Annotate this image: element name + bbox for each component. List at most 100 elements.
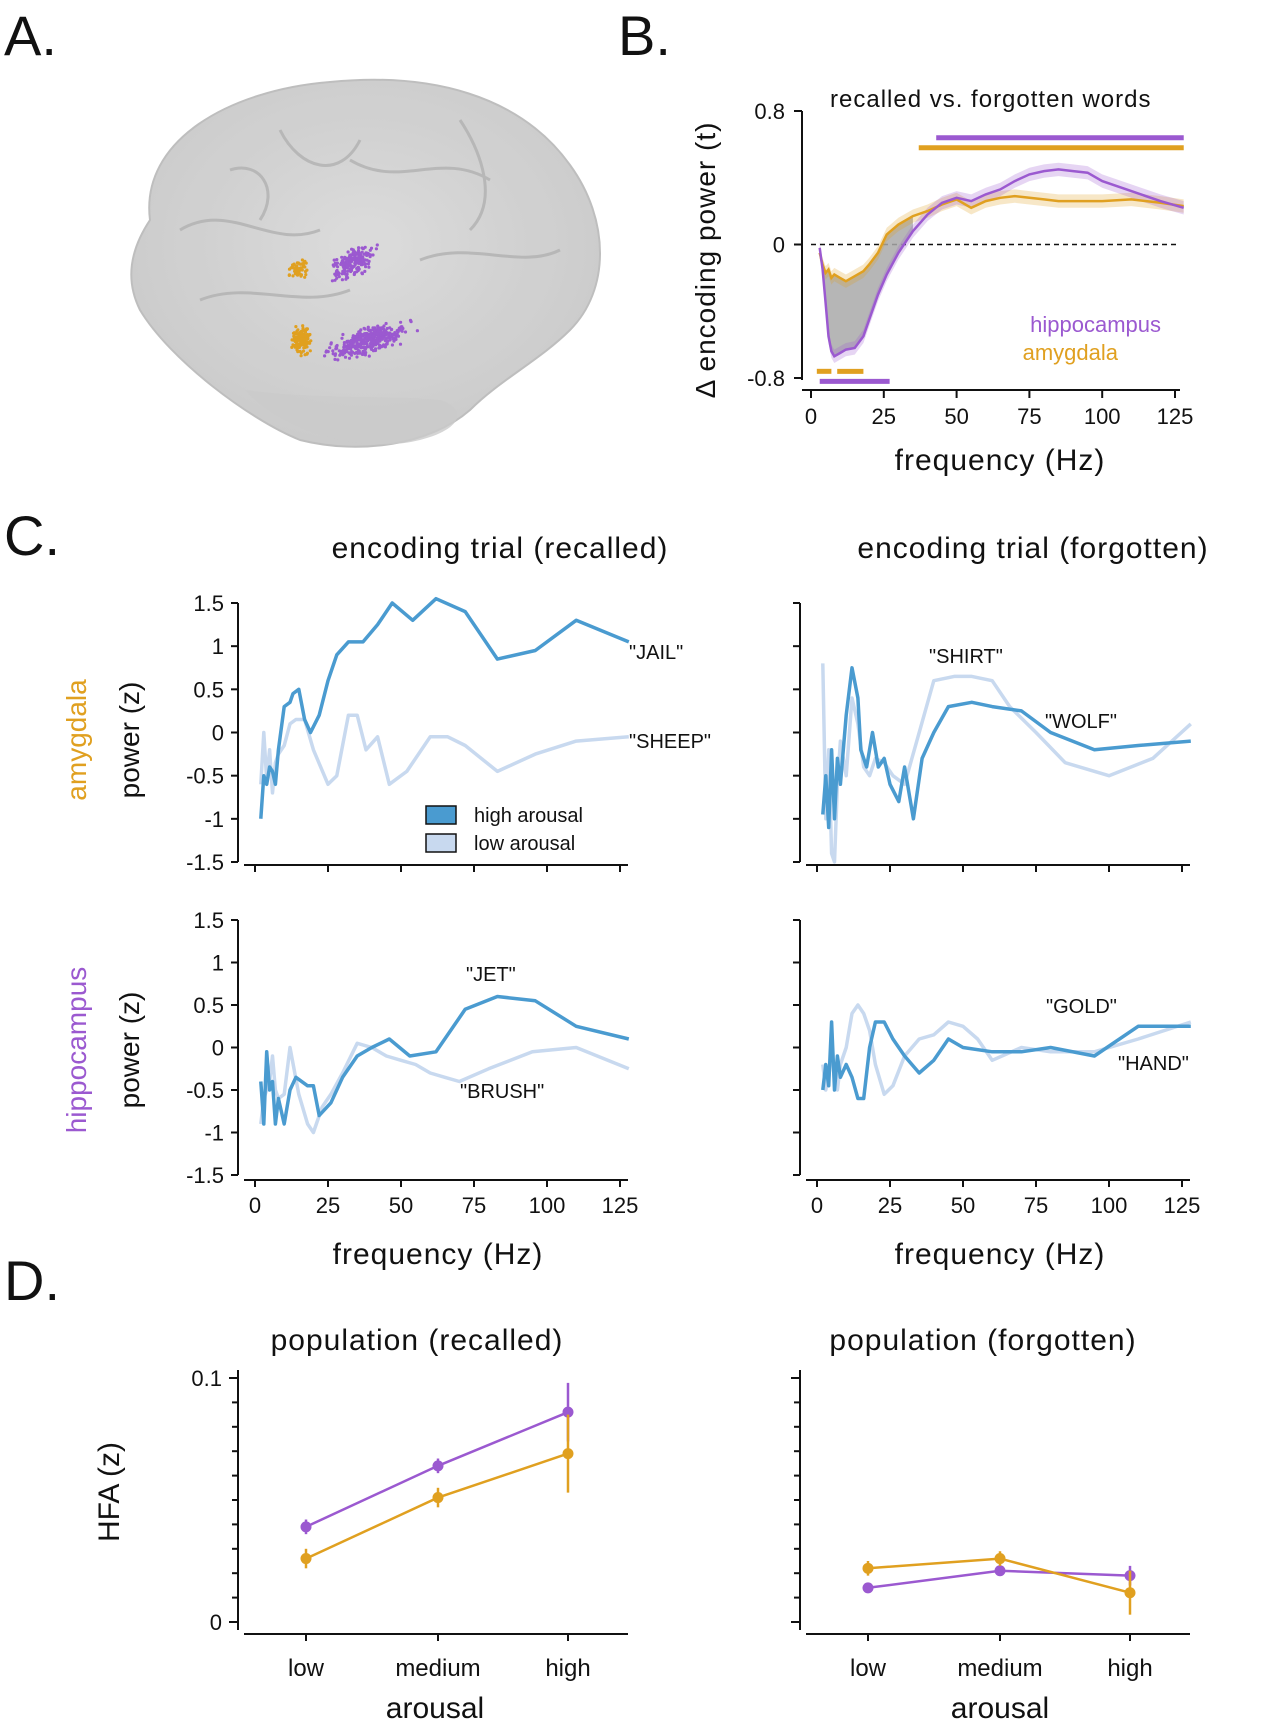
- electrode-dot: [386, 336, 390, 340]
- electrode-dot: [293, 345, 297, 349]
- electrode-dot: [348, 261, 352, 265]
- electrode-dot: [291, 274, 295, 278]
- electrode-dot: [335, 258, 339, 262]
- panel-c-x-tick-label: 75: [1024, 1193, 1048, 1218]
- electrode-dot: [409, 320, 413, 324]
- electrode-dot: [299, 266, 303, 270]
- electrode-dot: [357, 258, 361, 262]
- electrode-dot: [341, 261, 345, 265]
- electrode-dot: [346, 250, 350, 254]
- legend-swatch-high: [425, 805, 457, 825]
- electrode-dot: [415, 329, 419, 333]
- electrode-dot: [367, 328, 371, 333]
- electrode-dot: [306, 336, 310, 340]
- electrode-dot: [400, 329, 404, 333]
- panel-c-row-amygdala: amygdala: [61, 679, 92, 801]
- electrode-dot: [305, 327, 309, 332]
- electrode-dot: [352, 265, 356, 269]
- panel-label-b: B.: [618, 4, 671, 67]
- electrode-dot: [349, 267, 353, 271]
- panel-b-x-tick-label: 0: [805, 404, 817, 429]
- panel-d-point: [562, 1448, 574, 1460]
- panel-d-point: [994, 1553, 1006, 1565]
- word-gold: "GOLD": [1046, 996, 1117, 1018]
- panel-c-x-tick-label: 125: [602, 1193, 639, 1218]
- panel-b-title: recalled vs. forgotten words: [830, 86, 1151, 113]
- electrode-dot: [363, 269, 367, 273]
- electrode-dot: [400, 325, 404, 329]
- brain-illustration: [130, 78, 601, 448]
- electrode-dot: [294, 335, 299, 339]
- electrode-dot: [360, 271, 364, 275]
- panel-d-point: [562, 1406, 574, 1418]
- electrode-dot: [358, 337, 362, 341]
- electrode-dot: [304, 273, 308, 277]
- panel-label-c: C.: [4, 504, 60, 567]
- electrode-dot: [383, 345, 387, 349]
- electrode-dot: [352, 249, 356, 254]
- electrode-dot: [360, 333, 364, 337]
- electrode-dot: [363, 262, 368, 266]
- panel-d-x-tick-label: high: [1107, 1655, 1152, 1682]
- electrode-dot: [363, 245, 367, 249]
- electrode-dot: [385, 339, 389, 343]
- electrode-dot: [371, 253, 375, 257]
- electrode-dot: [385, 326, 389, 331]
- electrode-dot: [352, 335, 356, 339]
- electrode-dot: [349, 339, 353, 344]
- electrode-dot: [346, 269, 350, 273]
- word-sheep: "SHEEP": [629, 731, 711, 753]
- panel-d-point: [300, 1521, 312, 1533]
- electrode-dot: [355, 266, 359, 271]
- panel-b-y-tick-label: 0: [773, 233, 785, 258]
- electrode-dot: [356, 350, 360, 354]
- electrode-dot: [352, 272, 356, 277]
- electrode-dot: [360, 250, 364, 254]
- panel-d-x-tick-label: high: [545, 1655, 590, 1682]
- panel-c-x-tick-label: 0: [811, 1193, 823, 1218]
- panel-c-ylabel-amygdala: power (z): [114, 682, 145, 799]
- panel-c-title-forgotten: encoding trial (forgotten): [857, 532, 1208, 565]
- panel-b-error-band: [819, 189, 1184, 288]
- electrode-dot: [371, 326, 375, 330]
- electrode-dot: [367, 259, 371, 263]
- electrode-dot: [376, 324, 380, 328]
- electrode-dot: [343, 355, 348, 359]
- electrode-dot: [292, 334, 296, 338]
- electrode-dot: [345, 350, 349, 354]
- panel-c-x-tick-label: 125: [1164, 1193, 1201, 1218]
- electrode-dot: [362, 332, 367, 336]
- electrode-dot: [398, 342, 403, 346]
- electrode-dot: [294, 325, 298, 329]
- electrode-dot: [331, 349, 335, 353]
- word-hand: "HAND": [1118, 1053, 1189, 1075]
- electrode-dot: [369, 344, 373, 348]
- electrode-dot: [357, 255, 361, 260]
- panel-c-line-low-arousal: [821, 1003, 1192, 1097]
- panel-c-x-tick-label: 50: [389, 1193, 413, 1218]
- word-jail: "JAIL": [629, 642, 683, 664]
- electrode-dot: [362, 345, 366, 349]
- panel-c-y-tick-label: -1: [204, 807, 224, 832]
- panel-d-point: [994, 1565, 1006, 1577]
- electrode-dot: [308, 349, 312, 353]
- electrode-dot: [394, 332, 398, 336]
- panel-c-y-tick-label: -0.5: [186, 1078, 224, 1103]
- electrode-dot: [334, 273, 338, 278]
- electrode-dot: [385, 332, 389, 336]
- panel-d-point: [300, 1553, 312, 1565]
- electrode-dot: [352, 252, 356, 256]
- electrode-dot: [375, 243, 379, 247]
- electrode-dot: [380, 337, 384, 341]
- panel-label-a: A.: [4, 4, 57, 67]
- panel-c-legend: high arousal low arousal: [425, 805, 583, 855]
- panel-b-x-tick-label: 25: [872, 404, 896, 429]
- electrode-dot: [334, 345, 338, 349]
- electrode-dot: [303, 353, 307, 357]
- electrode-dot: [341, 332, 345, 337]
- panel-c-y-tick-label: -1: [204, 1121, 224, 1146]
- electrode-dot: [308, 332, 312, 337]
- electrode-dot: [364, 265, 368, 269]
- electrode-dot: [345, 346, 349, 350]
- electrode-dot: [299, 273, 304, 277]
